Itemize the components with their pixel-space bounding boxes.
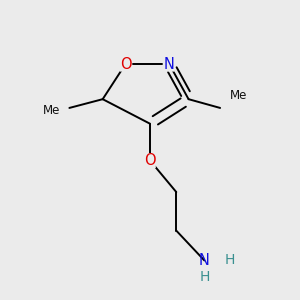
Text: N: N — [199, 253, 210, 268]
Text: O: O — [120, 57, 131, 72]
Text: H: H — [225, 254, 235, 267]
Text: H: H — [199, 270, 209, 284]
Text: Me: Me — [230, 89, 247, 102]
Text: Me: Me — [43, 104, 61, 117]
Text: O: O — [144, 153, 156, 168]
Text: N: N — [164, 57, 175, 72]
